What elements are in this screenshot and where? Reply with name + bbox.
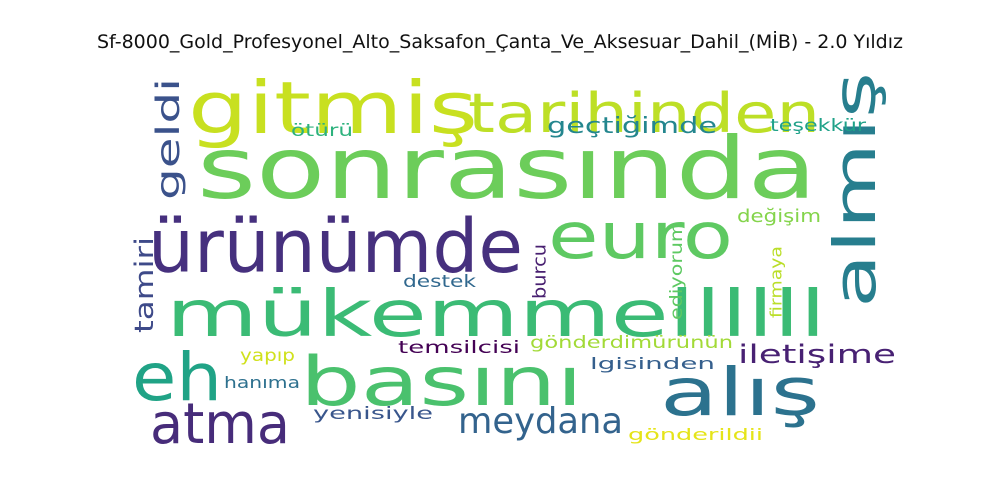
word-ediyorum: ediyorum: [667, 222, 687, 320]
word-destek: destek: [403, 272, 476, 292]
word-al: alış: [660, 354, 820, 431]
word-ileti-ime: iletişime: [738, 340, 896, 370]
word-alm: almış: [821, 72, 889, 308]
word-yenisiyle: yenisiyle: [313, 404, 433, 424]
word-meydana: meydana: [458, 401, 623, 442]
word-g-nderdim-r-n-n: gönderdimürünün: [530, 333, 733, 353]
word-t-r: ötürü: [291, 121, 353, 141]
word-tamiri: tamiri: [130, 237, 160, 333]
word-yap-p: yapıp: [240, 346, 295, 366]
word-g-nderildii: gönderildii: [628, 425, 763, 444]
word-lgisinden: lgisinden: [590, 354, 715, 373]
word-eh: eh: [132, 339, 222, 416]
word-geldi: geldi: [149, 78, 187, 200]
chart-title: Sf-8000_Gold_Profesyonel_Alto_Saksafon_Ç…: [97, 31, 903, 53]
word-tarihinden: tarihinden: [468, 82, 820, 145]
word-r-n-mde: ürünümde: [148, 204, 523, 290]
word-firmaya: firmaya: [767, 246, 786, 318]
word-atma: atma: [150, 392, 290, 457]
word-gitmi: gitmiş: [188, 66, 478, 150]
word-te-ekk-r: teşekkür: [770, 116, 866, 136]
word-burcu: burcu: [530, 244, 551, 299]
word-ge-ti-imde: geçtiğimde: [547, 114, 717, 139]
word-m-kemmellllll: mükemmellllll: [166, 278, 826, 352]
word-han-ma: hanıma: [224, 373, 300, 392]
word-euro: euro: [548, 200, 733, 274]
word-sonras-nda: sonrasında: [197, 119, 817, 219]
word-de-i-im: değişim: [737, 206, 821, 227]
word-temsilcisi: temsilcisi: [398, 338, 520, 358]
word-bas-n: basını: [300, 343, 583, 422]
